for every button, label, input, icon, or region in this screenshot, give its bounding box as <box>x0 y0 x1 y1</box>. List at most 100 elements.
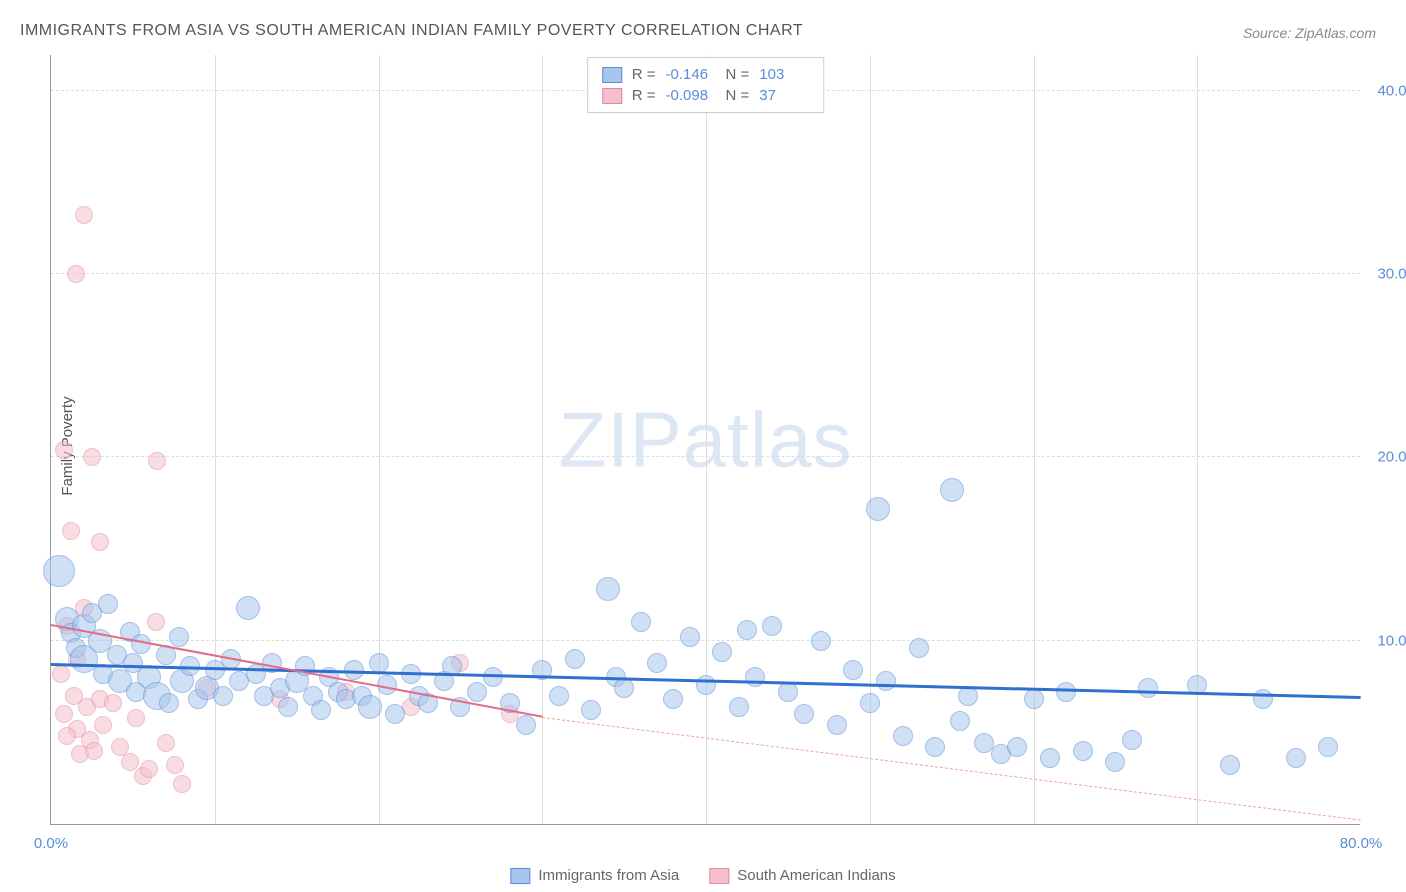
scatter-point <box>843 660 863 680</box>
scatter-point <box>596 577 620 601</box>
legend-swatch-2 <box>709 868 729 884</box>
scatter-point <box>1056 682 1076 702</box>
watermark-light: atlas <box>683 395 853 483</box>
scatter-point <box>85 742 103 760</box>
gridline-vertical <box>542 55 543 824</box>
stats-r-value-1: -0.146 <box>666 66 716 83</box>
scatter-point <box>614 678 634 698</box>
y-tick-label: 10.0% <box>1377 632 1406 649</box>
scatter-point <box>166 756 184 774</box>
correlation-stats-box: R = -0.146 N = 103 R = -0.098 N = 37 <box>587 57 825 113</box>
scatter-point <box>1286 748 1306 768</box>
scatter-point <box>827 715 847 735</box>
source-name: ZipAtlas.com <box>1295 25 1376 41</box>
scatter-point <box>811 631 831 651</box>
scatter-point <box>1220 755 1240 775</box>
y-tick-label: 30.0% <box>1377 266 1406 283</box>
scatter-point <box>866 497 890 521</box>
scatter-plot-area: ZIPatlas R = -0.146 N = 103 R = -0.098 N… <box>50 55 1360 825</box>
scatter-point <box>1040 748 1060 768</box>
scatter-point <box>516 715 536 735</box>
scatter-point <box>58 727 76 745</box>
scatter-point <box>121 753 139 771</box>
scatter-point <box>1073 741 1093 761</box>
swatch-series-2 <box>602 88 622 104</box>
scatter-point <box>1253 689 1273 709</box>
scatter-point <box>696 675 716 695</box>
stats-row-series-2: R = -0.098 N = 37 <box>602 85 810 106</box>
legend-label-2: South American Indians <box>737 867 895 884</box>
scatter-point <box>159 693 179 713</box>
stats-r-value-2: -0.098 <box>666 87 716 104</box>
scatter-point <box>140 760 158 778</box>
scatter-point <box>213 686 233 706</box>
scatter-point <box>127 709 145 727</box>
scatter-point <box>745 667 765 687</box>
scatter-point <box>91 533 109 551</box>
scatter-point <box>909 638 929 658</box>
scatter-point <box>147 613 165 631</box>
scatter-point <box>737 620 757 640</box>
scatter-point <box>1105 752 1125 772</box>
legend-item-2: South American Indians <box>709 867 895 884</box>
gridline-vertical <box>706 55 707 824</box>
scatter-point <box>680 627 700 647</box>
scatter-point <box>712 642 732 662</box>
source-attribution: Source: ZipAtlas.com <box>1243 25 1376 41</box>
x-tick-label: 80.0% <box>1340 835 1383 852</box>
stats-r-label: R = <box>632 87 656 104</box>
scatter-point <box>876 671 896 691</box>
bottom-legend: Immigrants from Asia South American Indi… <box>510 867 895 884</box>
source-prefix: Source: <box>1243 25 1295 41</box>
scatter-point <box>647 653 667 673</box>
scatter-point <box>925 737 945 757</box>
scatter-point <box>1007 737 1027 757</box>
scatter-point <box>173 775 191 793</box>
scatter-point <box>1024 689 1044 709</box>
scatter-point <box>98 594 118 614</box>
scatter-point <box>62 522 80 540</box>
y-tick-label: 20.0% <box>1377 449 1406 466</box>
scatter-point <box>131 634 151 654</box>
stats-row-series-1: R = -0.146 N = 103 <box>602 64 810 85</box>
stats-r-label: R = <box>632 66 656 83</box>
scatter-point <box>55 441 73 459</box>
scatter-point <box>729 697 749 717</box>
scatter-point <box>565 649 585 669</box>
stats-n-label: N = <box>726 87 750 104</box>
y-tick-label: 40.0% <box>1377 82 1406 99</box>
scatter-point <box>940 478 964 502</box>
scatter-point <box>1122 730 1142 750</box>
scatter-point <box>43 555 75 587</box>
scatter-point <box>762 616 782 636</box>
legend-swatch-1 <box>510 868 530 884</box>
gridline-vertical <box>215 55 216 824</box>
scatter-point <box>94 716 112 734</box>
scatter-point <box>950 711 970 731</box>
chart-title: IMMIGRANTS FROM ASIA VS SOUTH AMERICAN I… <box>20 22 803 40</box>
scatter-point <box>278 697 298 717</box>
scatter-point <box>67 265 85 283</box>
scatter-point <box>157 734 175 752</box>
scatter-point <box>52 665 70 683</box>
scatter-point <box>581 700 601 720</box>
scatter-point <box>148 452 166 470</box>
swatch-series-1 <box>602 67 622 83</box>
scatter-point <box>663 689 683 709</box>
scatter-point <box>778 682 798 702</box>
scatter-point <box>1318 737 1338 757</box>
legend-item-1: Immigrants from Asia <box>510 867 679 884</box>
scatter-point <box>893 726 913 746</box>
scatter-point <box>467 682 487 702</box>
scatter-point <box>104 694 122 712</box>
stats-n-label: N = <box>726 66 750 83</box>
scatter-point <box>75 206 93 224</box>
gridline-vertical <box>1197 55 1198 824</box>
stats-n-value-2: 37 <box>759 87 809 104</box>
scatter-point <box>794 704 814 724</box>
scatter-point <box>358 695 382 719</box>
scatter-point <box>1138 678 1158 698</box>
stats-n-value-1: 103 <box>759 66 809 83</box>
scatter-point <box>55 705 73 723</box>
legend-label-1: Immigrants from Asia <box>538 867 679 884</box>
